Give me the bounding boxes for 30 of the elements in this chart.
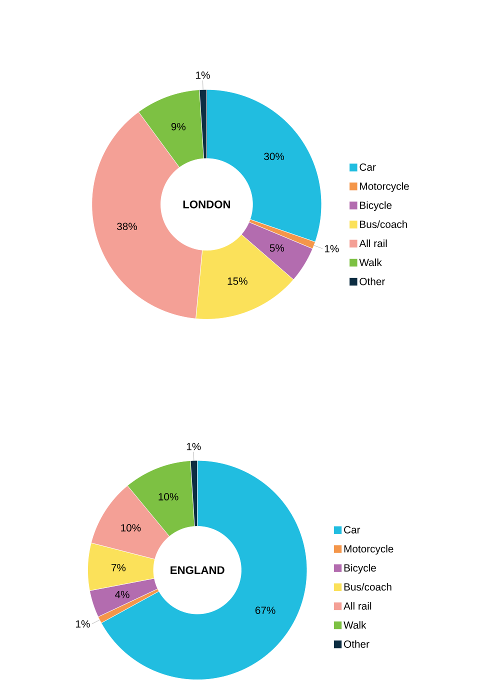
legend-label: Bicycle bbox=[344, 564, 376, 574]
legend-label: Walk bbox=[344, 621, 366, 629]
data-label: 1% bbox=[196, 72, 210, 79]
legend-label: Car bbox=[344, 526, 360, 534]
text: LONDON bbox=[183, 200, 230, 208]
legend-label: All rail bbox=[359, 239, 387, 248]
data-label: 15% bbox=[228, 277, 248, 285]
legend-label: Motorcycle bbox=[360, 182, 410, 192]
legend-label: Car bbox=[360, 163, 376, 171]
legend-label: All rail bbox=[344, 602, 372, 610]
legend-label: Other bbox=[360, 278, 386, 286]
data-label: 1% bbox=[187, 442, 201, 450]
text: ENGLAND bbox=[170, 566, 224, 574]
legend-label: Bus/coach bbox=[360, 220, 408, 228]
data-label: 67% bbox=[256, 606, 276, 614]
legend-label: Bicycle bbox=[360, 201, 392, 211]
legend-label: Bus/coach bbox=[344, 583, 392, 591]
legend-label: Walk bbox=[359, 258, 382, 266]
data-label: 10% bbox=[158, 493, 178, 500]
data-label: 5% bbox=[270, 244, 284, 252]
legend-label: Other bbox=[344, 640, 370, 648]
data-label: 7% bbox=[112, 564, 126, 572]
data-label: 10% bbox=[121, 524, 141, 532]
data-label: 4% bbox=[115, 590, 130, 598]
data-label: 1% bbox=[325, 245, 339, 252]
data-label: 38% bbox=[117, 222, 138, 230]
data-label: 30% bbox=[264, 152, 284, 160]
data-label: 9% bbox=[172, 123, 186, 130]
data-label: 1% bbox=[76, 620, 90, 628]
legend-label: Motorcycle bbox=[344, 544, 394, 555]
